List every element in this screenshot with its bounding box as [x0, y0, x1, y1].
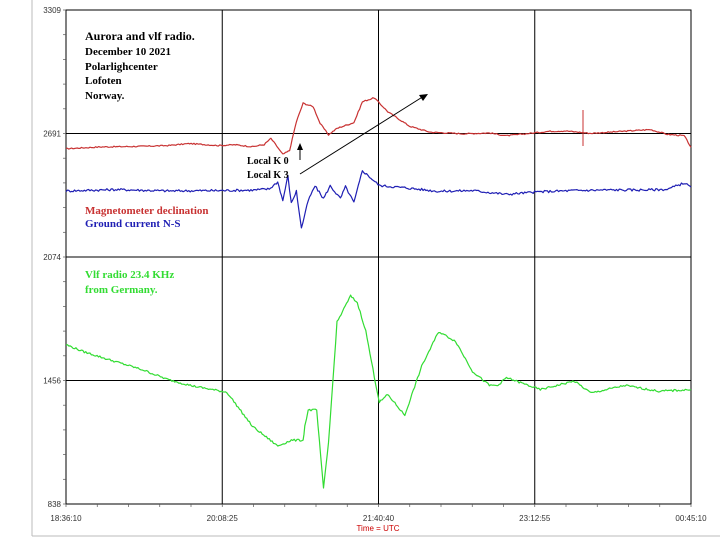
- y-tick-label: 838: [48, 500, 62, 509]
- x-tick-labels: 18:36:10 20:08:25 21:40:40 23:12:55 00:45:10: [50, 514, 707, 523]
- local-k-line-1: Local K 0: [247, 156, 289, 167]
- y-tick-label: 2691: [43, 130, 61, 139]
- y-tick-label: 2074: [43, 253, 61, 262]
- y-tick-labels: 3309 2691 2074 1456 838: [43, 6, 61, 509]
- title-line-5: Norway.: [85, 90, 125, 102]
- local-k-line-2: Local K 3: [247, 170, 289, 181]
- grid: [66, 10, 691, 504]
- title-line-4: Lofoten: [85, 75, 122, 87]
- x-axis-label: Time = UTC: [356, 524, 399, 533]
- series-line-0: [65, 97, 692, 155]
- y-tick-label: 1456: [43, 377, 61, 386]
- x-tick-label: 20:08:25: [207, 514, 239, 523]
- minor-ticks: [63, 9, 692, 507]
- series-line-1: [65, 170, 692, 229]
- title-line-2: December 10 2021: [85, 46, 171, 58]
- legend-magnetometer: Magnetometer declination: [85, 205, 209, 217]
- y-tick-label: 3309: [43, 6, 61, 15]
- x-tick-label: 00:45:10: [675, 514, 707, 523]
- k-arrow-long-head: [419, 94, 428, 101]
- title-line-3: Polarlighcenter: [85, 61, 158, 73]
- series-line-2: [65, 294, 692, 489]
- legend-vlf-line-2: from Germany.: [85, 284, 158, 296]
- k-arrow-long-line: [299, 95, 425, 175]
- x-tick-label: 21:40:40: [363, 514, 395, 523]
- series-lines: [65, 97, 692, 489]
- legend-vlf-line-1: Vlf radio 23.4 KHz: [85, 269, 174, 281]
- k-arrow-short-head: [297, 143, 303, 150]
- x-tick-label: 18:36:10: [50, 514, 82, 523]
- x-tick-label: 23:12:55: [519, 514, 551, 523]
- title-line-1: Aurora and vlf radio.: [85, 29, 195, 43]
- legend-ground-current: Ground current N-S: [85, 218, 181, 230]
